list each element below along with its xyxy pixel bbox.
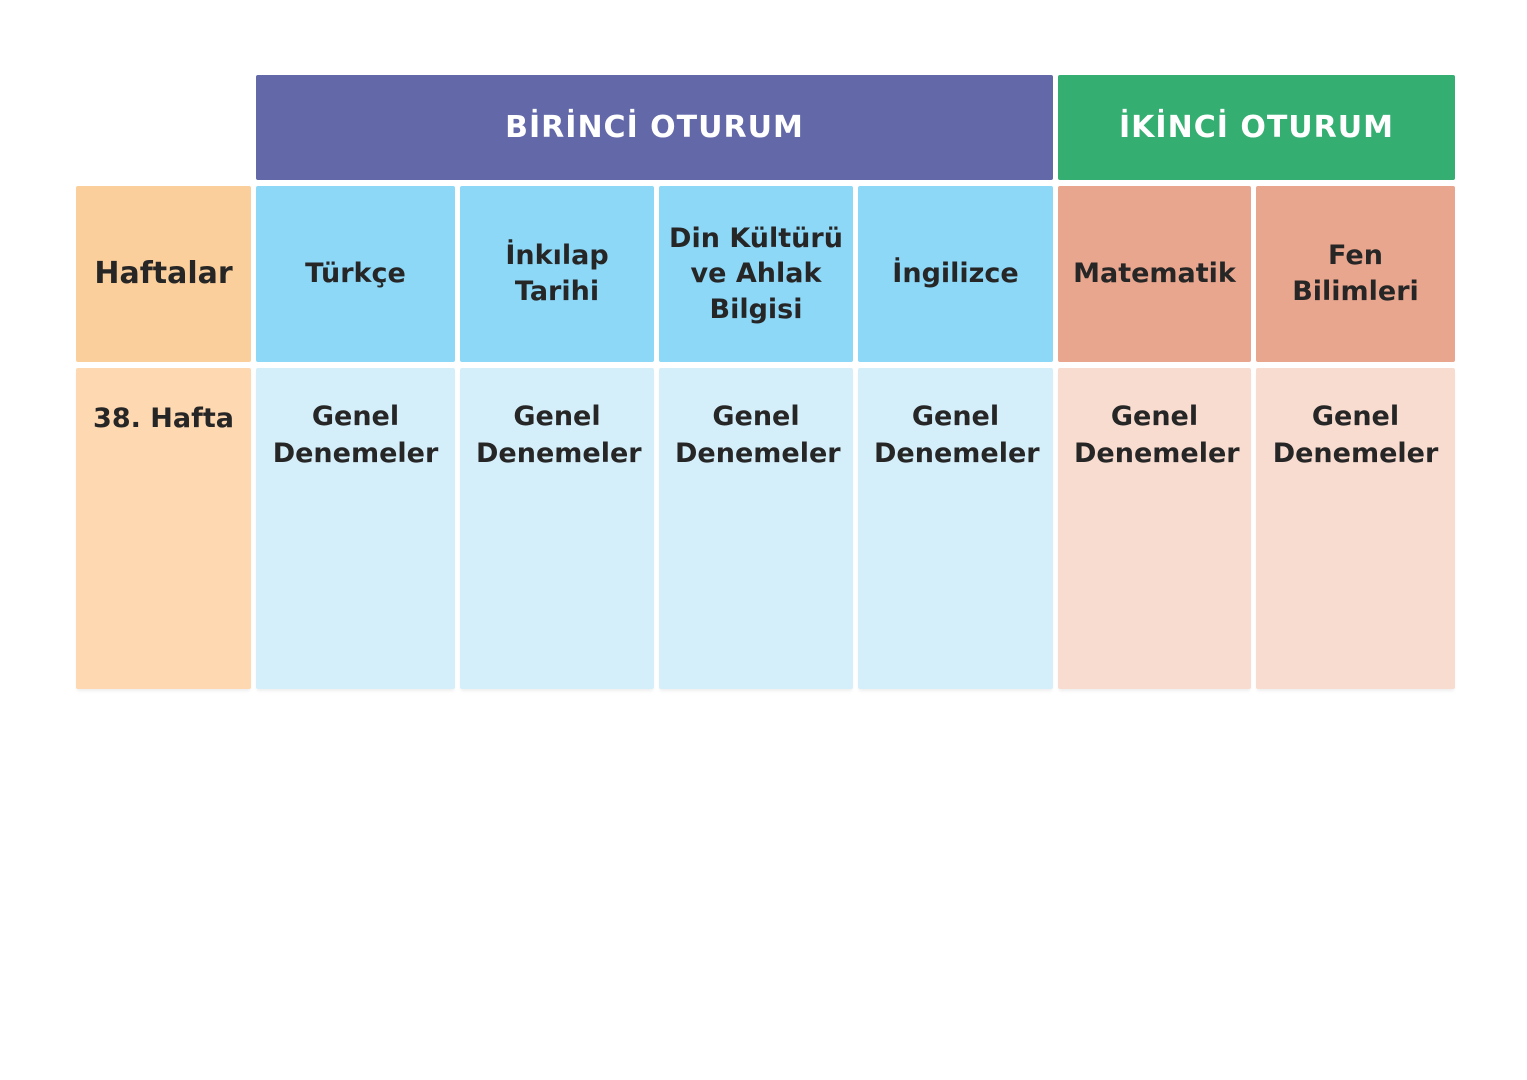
column-header-matematik: Matematik — [1058, 186, 1251, 362]
data-cell-ingilizce: Genel Denemeler — [858, 368, 1053, 689]
column-header-ingilizce: İngilizce — [858, 186, 1053, 362]
column-header-fen-bilimleri: Fen Bilimleri — [1256, 186, 1455, 362]
weekly-study-schedule-table: BİRİNCİ OTURUM İKİNCİ OTURUM Haftalar Tü… — [76, 75, 1455, 689]
column-header-inkilap-tarihi: İnkılap Tarihi — [460, 186, 654, 362]
data-cell-turkce: Genel Denemeler — [256, 368, 455, 689]
empty-corner-cell — [76, 75, 251, 180]
data-cell-fen-bilimleri: Genel Denemeler — [1256, 368, 1455, 689]
session-header-ikinci-oturum: İKİNCİ OTURUM — [1058, 75, 1455, 180]
column-header-turkce: Türkçe — [256, 186, 455, 362]
session-header-birinci-oturum: BİRİNCİ OTURUM — [256, 75, 1053, 180]
data-cell-din-kulturu: Genel Denemeler — [659, 368, 853, 689]
column-header-din-kulturu-ve-ahlak-bilgisi: Din Kültürü ve Ahlak Bilgisi — [659, 186, 853, 362]
data-cell-inkilap-tarihi: Genel Denemeler — [460, 368, 654, 689]
column-header-haftalar: Haftalar — [76, 186, 251, 362]
data-cell-matematik: Genel Denemeler — [1058, 368, 1251, 689]
week-cell-38-hafta: 38. Hafta — [76, 368, 251, 689]
